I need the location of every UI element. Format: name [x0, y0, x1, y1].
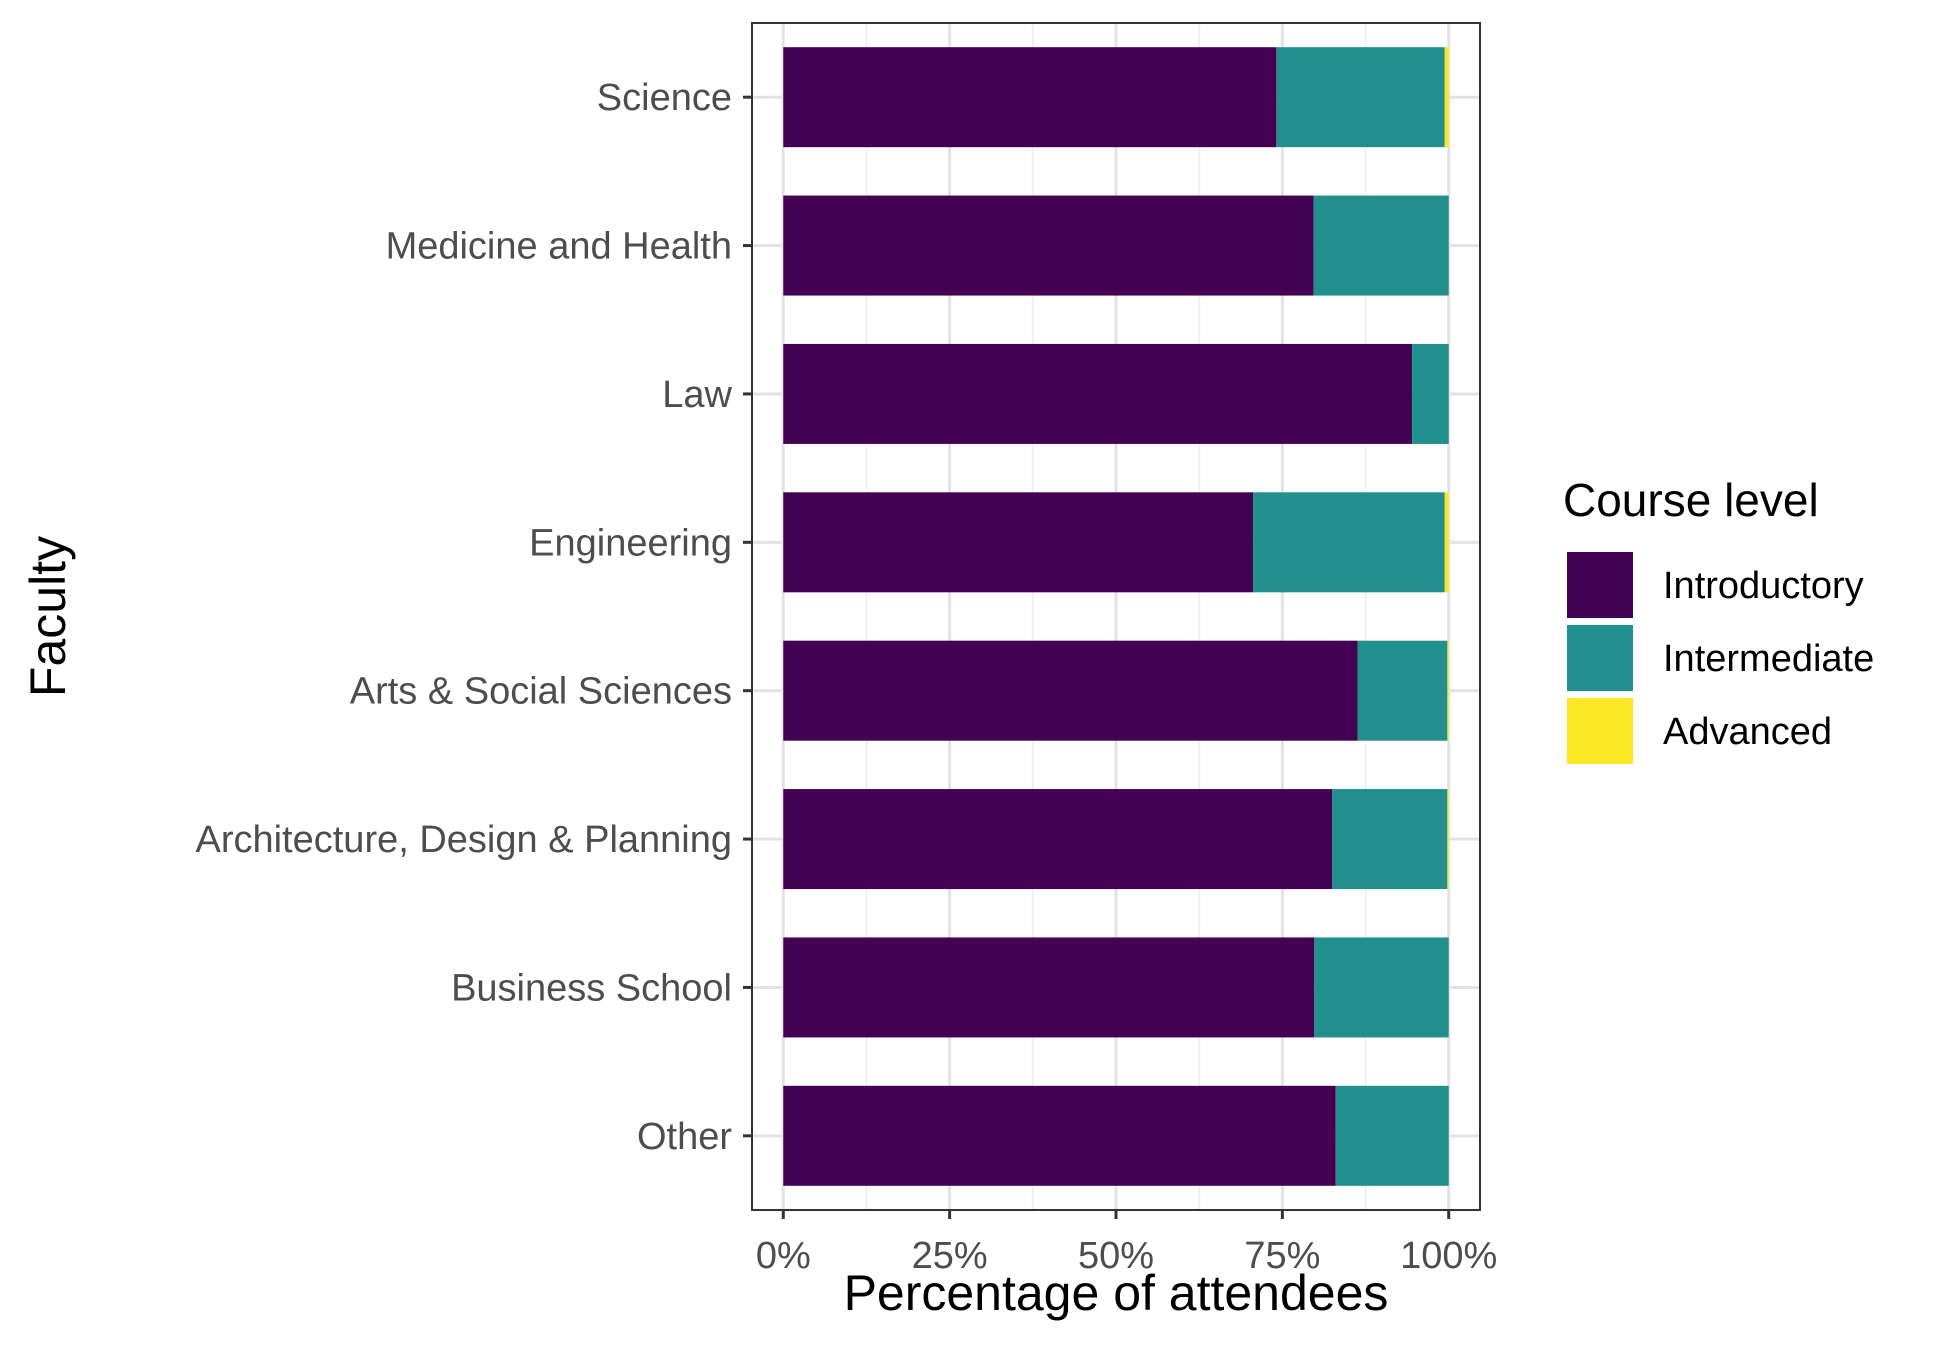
legend-key-introductory [1567, 552, 1633, 618]
x-tick-label: 100% [1400, 1235, 1497, 1277]
bar-intermediate-law [1412, 343, 1449, 444]
bar-introductory-arts-social-sciences [783, 640, 1358, 741]
bar-introductory-law [783, 343, 1413, 444]
bar-intermediate-arts-social-sciences [1357, 640, 1448, 741]
bar-introductory-medicine-and-health [783, 195, 1314, 296]
y-tick-label: Science [597, 77, 732, 119]
legend-label-advanced: Advanced [1663, 711, 1832, 753]
x-tick-label: 0% [756, 1235, 811, 1277]
legend-label-intermediate: Intermediate [1663, 638, 1874, 680]
y-axis-title: Faculty [20, 536, 76, 697]
y-tick-label: Arts & Social Sciences [350, 671, 732, 713]
legend-key-advanced [1567, 698, 1633, 764]
bar-introductory-engineering [783, 492, 1254, 593]
y-tick-label: Engineering [529, 522, 732, 564]
x-tick-label: 25% [912, 1235, 988, 1277]
legend-key-intermediate [1567, 625, 1633, 691]
legend-label-introductory: Introductory [1663, 565, 1864, 607]
x-tick-label: 75% [1244, 1235, 1320, 1277]
bar-intermediate-engineering [1253, 492, 1445, 593]
bar-advanced-science [1444, 47, 1449, 148]
y-tick-label: Other [637, 1116, 732, 1158]
bar-advanced-arts-social-sciences [1447, 640, 1449, 741]
y-tick-label: Medicine and Health [386, 226, 732, 268]
bar-advanced-engineering [1444, 492, 1449, 593]
bar-introductory-architecture-design-planning [783, 789, 1333, 890]
bar-intermediate-medicine-and-health [1313, 195, 1449, 296]
x-tick-label: 50% [1078, 1235, 1154, 1277]
bar-intermediate-other [1335, 1085, 1449, 1186]
y-tick-label: Architecture, Design & Planning [195, 819, 732, 861]
bar-advanced-architecture-design-planning [1447, 789, 1449, 890]
legend: Course level Introductory Intermediate Adv… [1563, 474, 1874, 764]
x-axis-title: Percentage of attendees [844, 1265, 1389, 1321]
x-axis: 0% 25% 50% 75% 100% [756, 1210, 1497, 1277]
bar-intermediate-architecture-design-planning [1332, 789, 1448, 890]
y-axis: Science Medicine and Health Law Engineering… [195, 77, 752, 1158]
bar-introductory-science [783, 47, 1277, 148]
bar-intermediate-business-school [1314, 937, 1449, 1038]
legend-title: Course level [1563, 474, 1819, 526]
bar-intermediate-science [1276, 47, 1445, 148]
bars [783, 47, 1449, 1186]
bar-introductory-other [783, 1085, 1336, 1186]
bar-introductory-business-school [783, 937, 1315, 1038]
y-tick-label: Law [662, 374, 732, 416]
y-tick-label: Business School [451, 967, 732, 1009]
